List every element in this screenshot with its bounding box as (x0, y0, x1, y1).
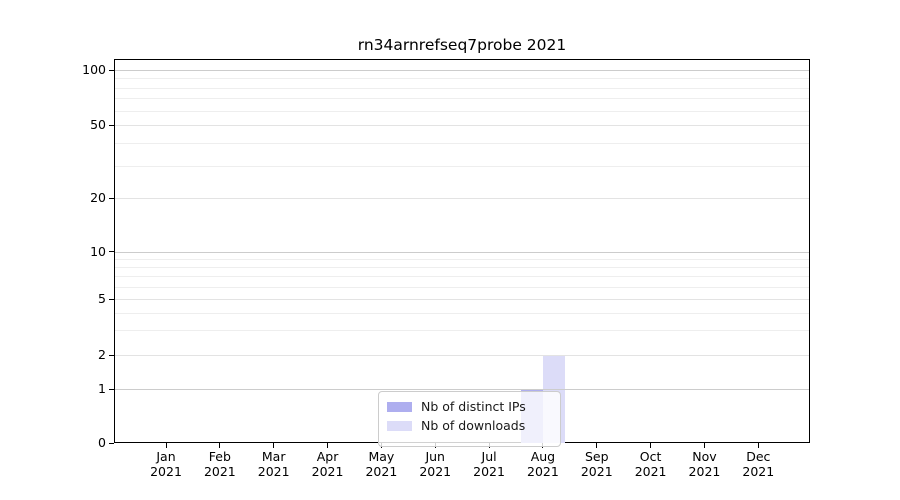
gridline-y-1 (115, 389, 809, 390)
x-tick-label-mar: Mar 2021 (257, 449, 290, 479)
legend-label: Nb of distinct IPs (421, 399, 526, 414)
x-tick-label-sep: Sep 2021 (580, 449, 613, 479)
gridline-y-5 (115, 299, 809, 300)
x-tick-apr (327, 443, 329, 448)
chart-title: rn34arnrefseq7probe 2021 (357, 36, 567, 54)
x-tick-dec (757, 443, 759, 448)
x-tick-mar (273, 443, 275, 448)
legend-swatch-nb-of-distinct-ips (387, 401, 412, 412)
x-tick-label-nov: Nov 2021 (688, 449, 721, 479)
y-tick-label-10: 10 (90, 243, 106, 259)
gridline-y-60 (115, 110, 809, 112)
x-tick-label-apr: Apr 2021 (311, 449, 344, 479)
x-tick-label-jul: Jul 2021 (473, 449, 505, 479)
x-tick-oct (650, 443, 652, 448)
gridline-y-100 (115, 70, 809, 71)
y-tick-2 (109, 354, 114, 356)
x-tick-label-jun: Jun 2021 (419, 449, 452, 479)
legend-swatch-nb-of-downloads (387, 420, 412, 431)
gridline-y-70 (115, 98, 809, 100)
x-tick-label-oct: Oct 2021 (634, 449, 667, 479)
y-tick-50 (109, 124, 114, 126)
y-tick-label-50: 50 (90, 117, 106, 132)
y-tick-100 (109, 69, 114, 71)
y-tick-label-100: 100 (82, 62, 106, 77)
gridline-y-9 (115, 258, 809, 260)
x-tick-label-feb: Feb 2021 (203, 449, 236, 479)
y-tick-label-1: 1 (98, 381, 106, 396)
y-tick-5 (109, 298, 114, 300)
gridline-y-50 (115, 125, 809, 126)
x-tick-label-dec: Dec 2021 (742, 449, 775, 479)
legend: Nb of distinct IPs Nb of downloads (378, 391, 561, 447)
legend-label: Nb of downloads (421, 418, 526, 433)
x-tick-jan (165, 443, 167, 448)
y-tick-20 (109, 197, 114, 199)
gridline-y-80 (115, 87, 809, 89)
x-tick-label-aug: Aug 2021 (527, 449, 559, 479)
y-tick-label-2: 2 (98, 347, 106, 362)
gridline-y-7 (115, 276, 809, 278)
gridline-y-3 (115, 330, 809, 332)
gridline-y-4 (115, 312, 809, 314)
y-tick-0 (109, 442, 114, 444)
gridline-y-8 (115, 266, 809, 268)
legend-item: Nb of distinct IPs (387, 397, 552, 416)
x-tick-feb (219, 443, 221, 448)
gridline-y-2 (115, 355, 809, 356)
y-tick-label-5: 5 (98, 291, 106, 306)
gridline-y-30 (115, 165, 809, 167)
gridline-y-10 (115, 251, 809, 253)
y-tick-1 (109, 388, 114, 390)
gridline-y-6 (115, 286, 809, 288)
x-tick-nov (703, 443, 705, 448)
y-tick-10 (109, 251, 114, 253)
gridline-y-40 (115, 142, 809, 144)
gridline-y-90 (115, 78, 809, 80)
y-tick-label-20: 20 (90, 190, 106, 206)
x-tick-sep (596, 443, 598, 448)
x-tick-label-may: May 2021 (365, 449, 398, 479)
plot-area: Nb of distinct IPs Nb of downloads (114, 59, 810, 447)
y-tick-label-0: 0 (98, 435, 106, 450)
gridline-y-20 (115, 198, 809, 200)
legend-item: Nb of downloads (387, 416, 552, 435)
gridlines-layer (115, 60, 809, 442)
x-tick-label-jan: Jan 2021 (150, 449, 182, 479)
